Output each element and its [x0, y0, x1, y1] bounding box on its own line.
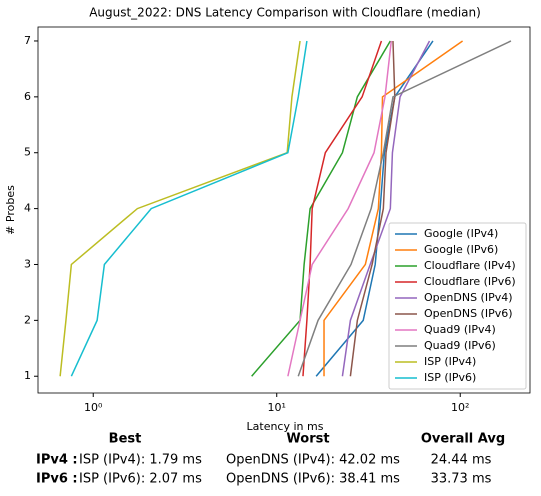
- row-label: IPv4 :: [36, 453, 78, 468]
- table-header: Best: [109, 432, 142, 447]
- legend-label: Quad9 (IPv4): [424, 323, 496, 336]
- y-tick-label: 6: [24, 90, 31, 103]
- series-line: [302, 40, 383, 377]
- series-line: [70, 40, 308, 377]
- legend-label: OpenDNS (IPv4): [424, 291, 513, 304]
- y-tick-label: 7: [24, 34, 31, 47]
- legend-label: ISP (IPv4): [424, 355, 476, 368]
- series-line: [341, 40, 431, 377]
- cell: 33.73 ms: [431, 472, 492, 487]
- series-line: [323, 40, 464, 377]
- legend-box: [388, 222, 527, 390]
- legend-label: Cloudflare (IPv6): [424, 275, 516, 288]
- series-line: [287, 40, 393, 377]
- y-tick-label: 4: [24, 202, 31, 215]
- legend-label: Cloudflare (IPv4): [424, 259, 516, 272]
- legend-label: OpenDNS (IPv6): [424, 307, 513, 320]
- x-axis-label: Latency in ms: [247, 420, 324, 433]
- cell: OpenDNS (IPv6): 38.41 ms: [226, 472, 400, 487]
- legend-label: Quad9 (IPv6): [424, 339, 496, 352]
- y-tick-label: 3: [24, 257, 31, 270]
- series-line: [251, 40, 391, 377]
- legend-label: Google (IPv4): [424, 227, 498, 240]
- x-tick-label: 10⁰: [84, 401, 103, 414]
- cell: ISP (IPv4): 1.79 ms: [79, 453, 202, 468]
- x-tick-label: 10²: [451, 401, 469, 414]
- series-line: [297, 40, 512, 377]
- series-line: [349, 40, 396, 377]
- x-tick-label: 10¹: [268, 401, 286, 414]
- y-axis-label: # Probes: [4, 185, 17, 235]
- chart-title: August_2022: DNS Latency Comparison with…: [89, 6, 481, 20]
- table-header: Overall Avg: [421, 432, 505, 447]
- y-tick-label: 5: [24, 146, 31, 159]
- series-line: [59, 40, 301, 377]
- plot-frame: [37, 26, 531, 394]
- cell: OpenDNS (IPv4): 42.02 ms: [226, 453, 400, 468]
- cell: 24.44 ms: [431, 453, 492, 468]
- table-header: Worst: [286, 432, 329, 447]
- y-tick-label: 2: [24, 313, 31, 326]
- legend-label: ISP (IPv6): [424, 371, 476, 384]
- legend-label: Google (IPv6): [424, 243, 498, 256]
- row-label: IPv6 :: [36, 472, 78, 487]
- cell: ISP (IPv6): 2.07 ms: [79, 472, 202, 487]
- y-tick-label: 1: [24, 369, 31, 382]
